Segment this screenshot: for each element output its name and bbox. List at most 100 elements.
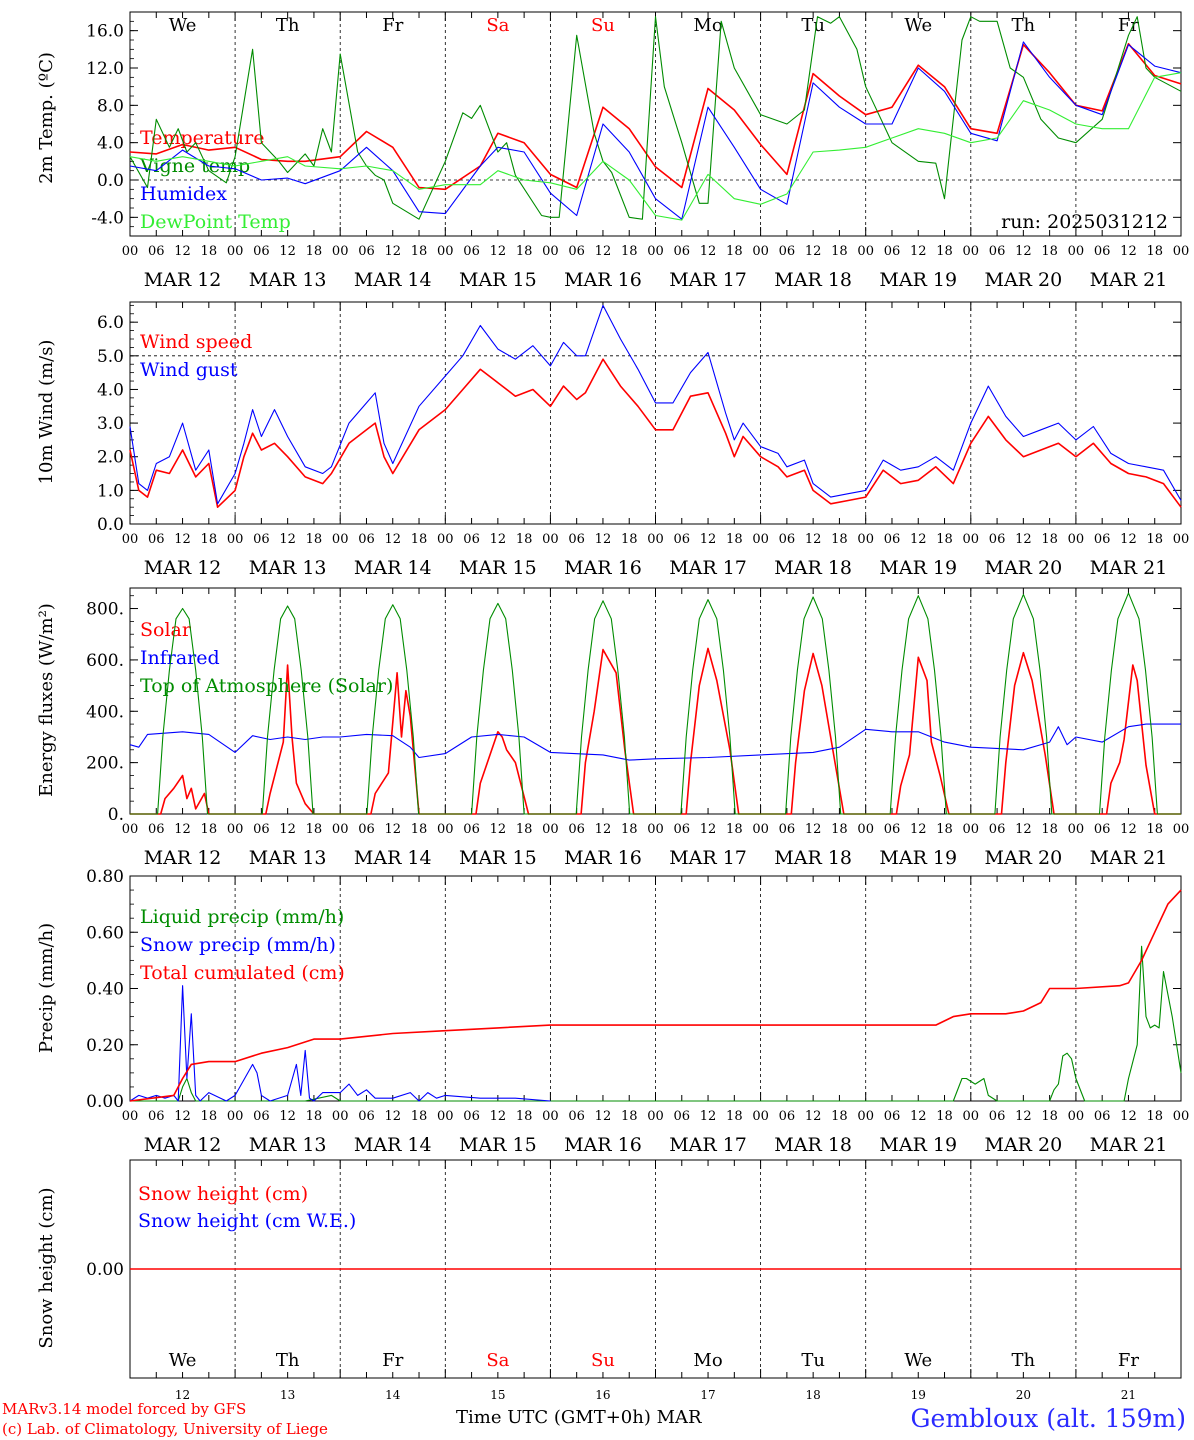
hour-tick-label: 12 [1120, 1109, 1137, 1124]
series-line [130, 592, 1181, 815]
hour-tick-label: 18 [1041, 1109, 1058, 1124]
hour-tick-label: 18 [726, 822, 743, 837]
legend-entry: Solar [140, 619, 192, 641]
day-number-label: 14 [385, 1388, 401, 1402]
hour-tick-label: 06 [989, 822, 1006, 837]
date-label: MAR 12 [144, 847, 222, 869]
hour-tick-label: 18 [516, 822, 533, 837]
y-tick-label: 6.0 [97, 313, 124, 333]
date-label: MAR 20 [984, 269, 1062, 291]
date-label: MAR 20 [984, 847, 1062, 869]
date-label: MAR 20 [984, 557, 1062, 579]
y-axis-label: 2m Temp. (ºC) [36, 52, 57, 184]
legend-entry: Temperature [140, 127, 264, 149]
date-label: MAR 17 [669, 847, 747, 869]
hour-tick-label: 06 [779, 532, 796, 547]
hour-tick-label: 06 [463, 1109, 480, 1124]
hour-tick-label: 00 [122, 1109, 139, 1124]
hour-tick-label: 12 [805, 244, 822, 259]
series-line [129, 889, 1182, 1102]
hour-tick-label: 12 [910, 1109, 927, 1124]
weekday-label: Tu [801, 15, 825, 36]
hour-tick-label: 12 [1015, 822, 1032, 837]
hour-tick-label: 06 [358, 1109, 375, 1124]
y-tick-label: 200. [86, 754, 124, 774]
hour-tick-label: 12 [1015, 244, 1032, 259]
y-tick-label: 2.0 [97, 448, 124, 468]
time-axis-label: Time UTC (GMT+0h) MAR [456, 1407, 702, 1428]
hour-tick-label: 12 [490, 532, 507, 547]
legend-entry: Humidex [140, 183, 227, 205]
y-tick-label: 0.80 [86, 867, 124, 887]
hour-tick-label: 06 [674, 532, 691, 547]
date-label: MAR 16 [564, 847, 642, 869]
hour-tick-label: 00 [752, 244, 769, 259]
hour-tick-label: 18 [1146, 244, 1163, 259]
hour-tick-label: 00 [227, 244, 244, 259]
date-label: MAR 19 [879, 269, 957, 291]
hour-tick-label: 18 [411, 532, 428, 547]
hour-tick-label: 18 [201, 822, 218, 837]
hour-tick-label: 18 [621, 244, 638, 259]
weekday-label: Sa [486, 15, 509, 36]
y-tick-label: 0. [108, 805, 124, 825]
weekday-label: Fr [382, 1350, 403, 1371]
day-number-label: 15 [490, 1388, 505, 1402]
date-label: MAR 13 [249, 557, 327, 579]
hour-tick-label: 18 [726, 532, 743, 547]
hour-tick-label: 06 [674, 244, 691, 259]
hour-tick-label: 00 [227, 532, 244, 547]
hour-tick-label: 12 [700, 1109, 717, 1124]
hour-tick-label: 06 [674, 1109, 691, 1124]
hour-tick-label: 06 [989, 244, 1006, 259]
date-label: MAR 14 [354, 847, 432, 869]
hour-tick-label: 12 [279, 822, 296, 837]
date-label: MAR 15 [459, 269, 537, 291]
date-label: MAR 19 [879, 557, 957, 579]
date-label: MAR 12 [144, 1134, 222, 1156]
hour-tick-label: 06 [148, 244, 165, 259]
hour-tick-label: 18 [726, 244, 743, 259]
hour-tick-label: 06 [884, 822, 901, 837]
y-tick-label: 0.0 [97, 515, 124, 535]
hour-tick-label: 00 [647, 1109, 664, 1124]
hour-tick-label: 18 [201, 244, 218, 259]
hour-tick-label: 12 [384, 532, 401, 547]
legend-entry: Snow height (cm) [138, 1183, 308, 1205]
day-number-label: 20 [1016, 1388, 1031, 1402]
legend-entry: Vigne temp [139, 155, 250, 177]
hour-tick-label: 06 [568, 1109, 585, 1124]
weekday-label: Th [276, 1350, 300, 1371]
hour-tick-label: 00 [1068, 532, 1085, 547]
weekday-label: Tu [801, 1350, 825, 1371]
hour-tick-label: 00 [752, 822, 769, 837]
hour-tick-label: 00 [857, 822, 874, 837]
legend-entry: Total cumulated (cm) [140, 962, 345, 984]
hour-tick-label: 18 [1146, 532, 1163, 547]
hour-tick-label: 06 [148, 1109, 165, 1124]
hour-tick-label: 06 [884, 244, 901, 259]
hour-tick-label: 00 [437, 822, 454, 837]
hour-tick-label: 00 [122, 532, 139, 547]
date-label: MAR 14 [354, 1134, 432, 1156]
hour-tick-label: 00 [752, 1109, 769, 1124]
series-line [129, 304, 1182, 505]
y-axis-label: Energy fluxes (W/m²) [36, 603, 57, 797]
hour-tick-label: 06 [463, 822, 480, 837]
hour-tick-label: 12 [595, 822, 612, 837]
hour-tick-label: 06 [358, 532, 375, 547]
series-line [129, 72, 1182, 221]
hour-tick-label: 12 [279, 244, 296, 259]
weekday-label: Su [591, 1350, 615, 1371]
hour-tick-label: 18 [201, 1109, 218, 1124]
weekday-label: Fr [382, 15, 403, 36]
date-label: MAR 21 [1090, 557, 1168, 579]
hour-tick-label: 18 [621, 1109, 638, 1124]
date-label: MAR 13 [249, 269, 327, 291]
hour-tick-label: 12 [174, 822, 191, 837]
day-number-label: 16 [595, 1388, 610, 1402]
hour-tick-label: 00 [647, 532, 664, 547]
weekday-label: We [904, 15, 932, 36]
series-line [130, 647, 1181, 815]
weekday-label: We [904, 1350, 932, 1371]
